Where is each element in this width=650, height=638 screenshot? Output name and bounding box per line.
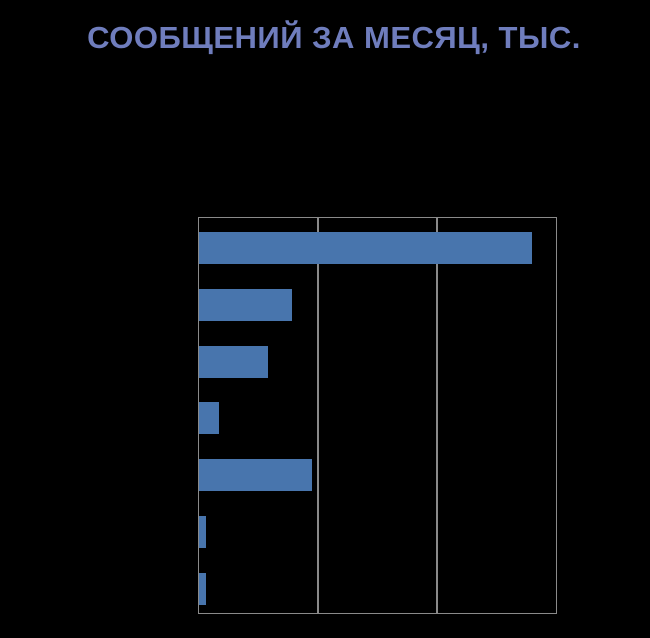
- bar-6: [199, 516, 207, 548]
- chart-title: СООБЩЕНИЙ ЗА МЕСЯЦ, ТЫС.: [87, 20, 581, 55]
- bar-2: [199, 289, 292, 321]
- gridline-2: [436, 218, 438, 613]
- bars-container: [199, 218, 556, 613]
- bar-7: [199, 573, 207, 605]
- gridline-1: [317, 218, 319, 613]
- bar-3: [199, 346, 269, 378]
- plot-area: [198, 217, 557, 614]
- bar-4: [199, 402, 220, 434]
- bar-5: [199, 459, 313, 491]
- bar-1: [199, 232, 533, 264]
